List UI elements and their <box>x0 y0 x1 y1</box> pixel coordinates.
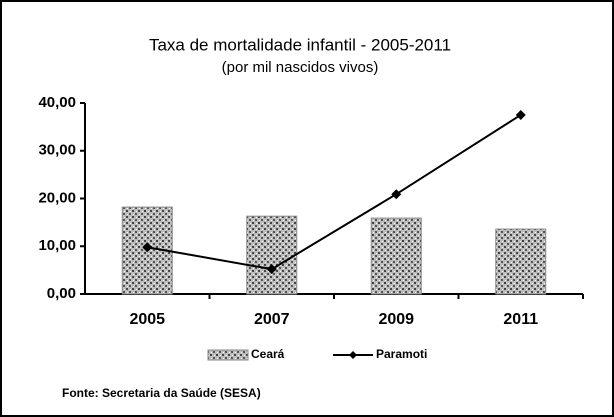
y-tick-label: 20,00 <box>38 189 76 206</box>
legend-label: Paramoti <box>376 347 427 361</box>
x-tick-label: 2011 <box>503 311 538 328</box>
chart-title: Taxa de mortalidade infantil - 2005-2011 <box>149 35 451 54</box>
point <box>142 242 153 253</box>
x-tick-label: 2005 <box>129 311 165 328</box>
bar <box>246 215 298 295</box>
y-tick-label: 30,00 <box>38 142 76 159</box>
x-tick-label: 2009 <box>378 311 414 328</box>
legend-marker <box>349 351 357 359</box>
bar <box>495 228 547 295</box>
chart-subtitle: (por mil nascidos vivos) <box>222 59 379 76</box>
point <box>515 109 526 120</box>
legend-swatch <box>207 349 249 361</box>
y-tick-label: 10,00 <box>38 237 76 254</box>
legend-label: Ceará <box>251 347 285 361</box>
line <box>147 114 522 271</box>
point <box>391 189 402 200</box>
y-tick-label: 40,00 <box>38 94 76 111</box>
source-note: Fonte: Secretaria da Saúde (SESA) <box>62 386 261 400</box>
point <box>266 264 277 275</box>
bar <box>370 217 422 295</box>
y-tick-label: 0,00 <box>47 285 76 302</box>
x-tick-label: 2007 <box>254 311 290 328</box>
